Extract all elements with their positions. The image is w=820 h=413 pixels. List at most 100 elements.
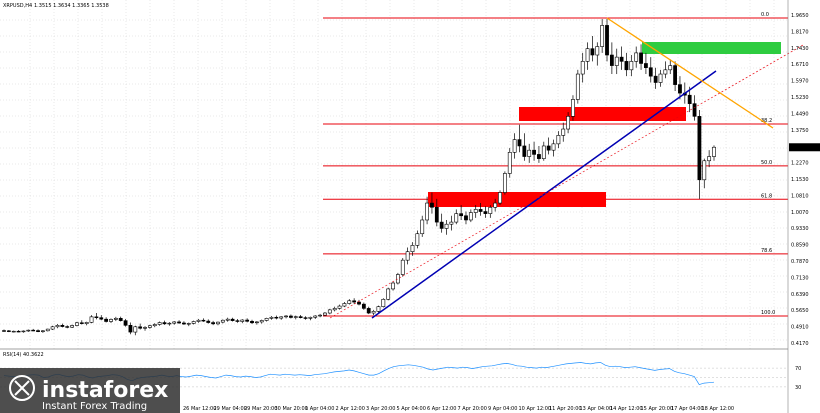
candle — [410, 242, 415, 256]
candle-body — [366, 308, 371, 314]
candle — [191, 320, 196, 325]
candle-body — [707, 156, 712, 162]
price-tick-label: 1.0070 — [791, 210, 809, 216]
candle — [697, 110, 702, 199]
candle — [614, 48, 619, 75]
candle-body — [21, 330, 26, 333]
candle-body — [697, 116, 702, 181]
price-axis: 1.9650 1.8170 1.7430 1.6710 1.5970 1.5230 1.44… — [791, 13, 809, 347]
candle — [157, 321, 162, 326]
candle — [298, 314, 303, 319]
brand-tagline: Instant Forex Trading — [42, 401, 147, 412]
candle-body — [65, 326, 70, 328]
candle-body — [624, 61, 629, 71]
current-price-label: 1.3538 — [791, 145, 809, 151]
candle-body — [211, 322, 216, 325]
candle — [512, 133, 517, 159]
candle-body — [31, 329, 36, 332]
price-tick-label: 0.4170 — [791, 341, 809, 347]
candle — [605, 19, 609, 62]
current-price-box — [789, 143, 820, 152]
price-tick-label: 0.7130 — [791, 275, 809, 281]
candle — [522, 133, 527, 161]
candle-body — [692, 103, 697, 117]
candle — [595, 42, 600, 66]
candle-body — [269, 316, 274, 319]
candle — [162, 320, 167, 325]
candle-body — [264, 318, 269, 321]
candle-body — [371, 311, 376, 314]
candle-body — [89, 316, 94, 323]
candle — [449, 215, 454, 231]
candle — [152, 323, 157, 328]
candle — [381, 298, 386, 308]
candle-body — [41, 330, 45, 332]
candle-body — [143, 327, 147, 329]
candle — [147, 324, 152, 329]
ohlc-label: 1.3515 1.3634 1.3365 1.3538 — [34, 3, 109, 9]
candle-body — [493, 202, 498, 208]
candle — [629, 55, 634, 77]
fib-level-label: 100.0 — [761, 310, 775, 316]
price-tick-label: 1.0810 — [791, 193, 809, 199]
grid — [0, 0, 788, 349]
candle-body — [580, 61, 585, 75]
candle — [532, 141, 536, 161]
candle — [507, 148, 512, 178]
candle-body — [376, 306, 381, 312]
candle — [371, 309, 376, 316]
candle — [352, 298, 357, 305]
candle — [323, 311, 327, 317]
candle — [109, 318, 113, 323]
candle — [123, 318, 128, 327]
candle — [376, 305, 381, 313]
candle — [220, 319, 225, 324]
resistance-zone-upper — [519, 107, 686, 121]
candle-body — [147, 325, 152, 328]
candle-body — [459, 213, 464, 217]
candle-body — [517, 139, 522, 147]
candle — [561, 122, 566, 142]
candle-body — [619, 56, 624, 62]
candle-body — [308, 316, 313, 319]
candle — [206, 319, 211, 324]
candle-body — [79, 322, 84, 324]
candle — [590, 35, 595, 62]
candle — [634, 46, 639, 68]
candle — [391, 281, 395, 291]
candle-body — [571, 99, 575, 117]
candle — [6, 329, 11, 333]
candle-body — [488, 206, 493, 214]
candle-body — [381, 298, 386, 307]
fibonacci-levels: 0.0 38.2 50.0 61.8 78.6 100.0 — [323, 12, 788, 317]
candle — [31, 328, 36, 332]
candle-body — [483, 211, 488, 214]
candle-body — [590, 48, 595, 56]
candle-body — [498, 192, 502, 204]
candle — [94, 313, 99, 320]
candle — [104, 317, 109, 323]
price-tick-label: 1.2270 — [791, 161, 809, 167]
time-tick-label: 17 Apr 04:00 — [671, 406, 704, 412]
candle — [386, 287, 391, 301]
candle-body — [658, 73, 663, 83]
time-tick-label: 30 Mar 20:00 — [275, 406, 308, 412]
candle-body — [293, 316, 298, 318]
price-tick-label: 1.6710 — [791, 62, 809, 68]
candle-body — [313, 315, 318, 318]
candle — [478, 203, 483, 216]
blue-trendline — [371, 70, 717, 319]
candle-body — [444, 223, 449, 229]
candle — [600, 19, 605, 53]
candle — [566, 112, 571, 134]
candle — [133, 325, 138, 336]
candle-body — [614, 56, 619, 66]
candle-body — [2, 330, 6, 332]
candle-body — [386, 288, 391, 300]
candle — [415, 230, 420, 249]
candle-body — [585, 48, 590, 62]
price-tick-label: 0.6390 — [791, 292, 809, 298]
price-tick-label: 0.7870 — [791, 259, 809, 265]
candle — [21, 330, 26, 333]
